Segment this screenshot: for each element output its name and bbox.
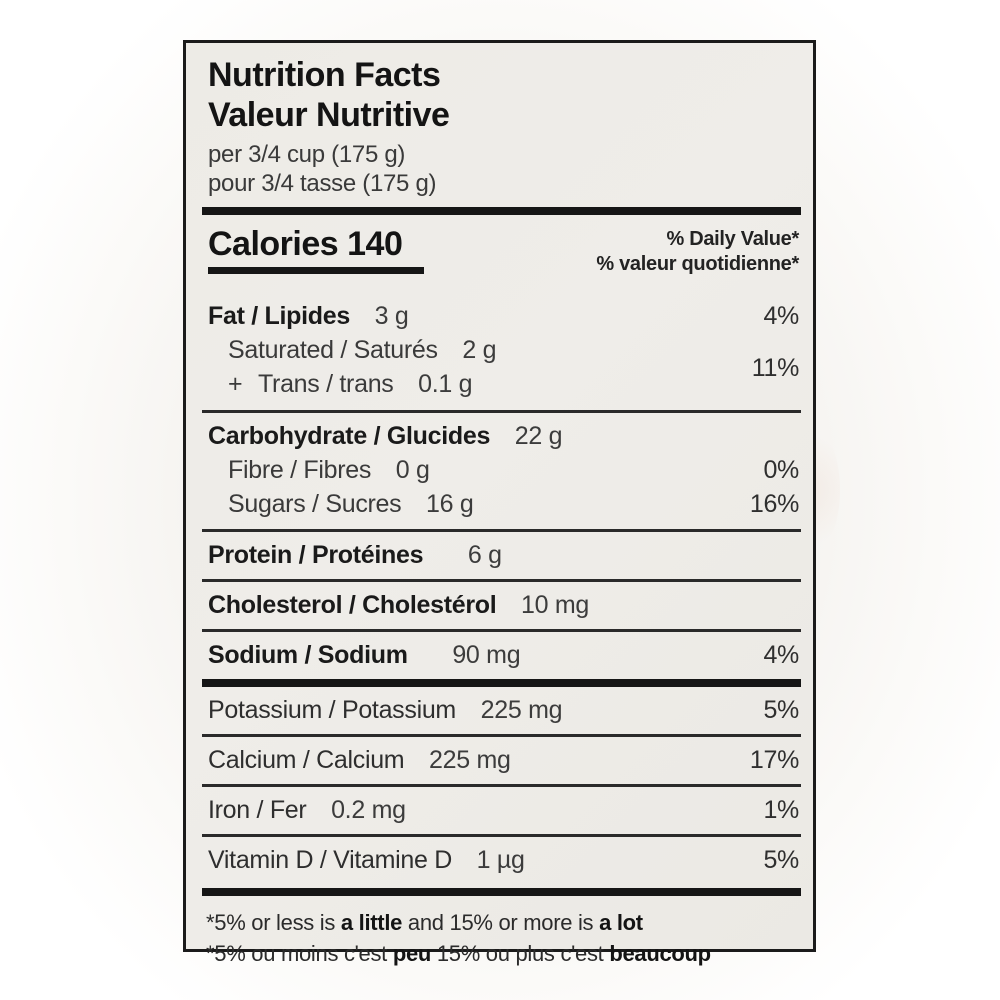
footnote-fr-part: *5% ou moins c'est — [206, 941, 393, 966]
sodium-row: Sodium / Sodium 90 mg 4% — [186, 632, 813, 679]
saturated-fat-name: Saturated / Saturés — [228, 336, 438, 364]
iron-amount: 0.2 mg — [331, 796, 406, 824]
sugars-amount: 16 g — [426, 490, 474, 518]
serving-size-french: pour 3/4 tasse (175 g) — [208, 170, 437, 197]
sugars-daily-value: 16% — [749, 490, 799, 518]
fat-daily-value: 4% — [763, 302, 799, 330]
calories-number: 140 — [347, 225, 403, 263]
title-french: Valeur Nutritive — [208, 96, 450, 134]
label-header: Nutrition Facts Valeur Nutritive per 3/4… — [186, 43, 813, 198]
fat-name: Fat / Lipides — [208, 302, 350, 330]
fat-row: Fat / Lipides 3 g — [208, 299, 799, 333]
vitamin-d-amount: 1 µg — [476, 846, 525, 874]
footnote-french: *5% ou moins c'est peu 15% ou plus c'est… — [206, 938, 799, 969]
cholesterol-name: Cholesterol / Cholestérol — [208, 591, 497, 619]
footnote-en-bold: a lot — [599, 910, 643, 935]
vitamin-d-row: Vitamin D / Vitamine D 1 µg 5% — [186, 837, 813, 884]
iron-name: Iron / Fer — [208, 796, 307, 824]
carbohydrate-amount: 22 g — [514, 422, 563, 450]
footnote-fr-part: 15% ou plus c'est — [431, 941, 610, 966]
iron-daily-value: 1% — [763, 796, 799, 824]
saturated-fat-amount: 2 g — [462, 336, 497, 364]
divider — [202, 784, 801, 787]
calcium-row: Calcium / Calcium 225 mg 17% — [186, 737, 813, 784]
fibre-name: Fibre / Fibres — [228, 456, 372, 484]
cholesterol-row: Cholesterol / Cholestérol 10 mg — [186, 582, 813, 629]
sodium-name: Sodium / Sodium — [208, 641, 408, 669]
daily-value-header-french: % valeur quotidienne* — [596, 253, 799, 275]
vitamin-d-daily-value: 5% — [763, 846, 799, 874]
footnote-fr-bold: peu — [392, 941, 432, 966]
sugars-name: Sugars / Sucres — [228, 490, 402, 518]
calcium-amount: 225 mg — [429, 746, 511, 774]
nutrition-facts-label: Nutrition Facts Valeur Nutritive per 3/4… — [183, 40, 816, 966]
footnote-en-part: and 15% or more is — [402, 910, 600, 935]
footnote-en-bold: a little — [340, 910, 403, 935]
footnote-en-part: *5% or less is — [206, 910, 341, 935]
sodium-daily-value: 4% — [763, 641, 799, 669]
divider — [202, 529, 801, 532]
saturated-trans-daily-value: 11% — [751, 354, 800, 382]
fibre-row: Fibre / Fibres 0 g 0% — [208, 453, 799, 487]
serving-size-english: per 3/4 cup (175 g) — [208, 141, 406, 168]
divider — [202, 410, 801, 413]
carbohydrate-row: Carbohydrate / Glucides 22 g — [208, 419, 799, 453]
saturated-fat-row: Saturated / Saturés 2 g — [208, 333, 799, 367]
potassium-daily-value: 5% — [763, 696, 799, 724]
thick-divider — [202, 207, 801, 215]
iron-row: Iron / Fer 0.2 mg 1% — [186, 787, 813, 834]
calories-word: Calories — [208, 225, 339, 263]
footnote: *5% or less is a little and 15% or more … — [186, 896, 813, 969]
protein-amount: 6 g — [467, 541, 502, 569]
divider — [202, 734, 801, 737]
carbohydrate-name: Carbohydrate / Glucides — [208, 422, 491, 450]
daily-value-header-english: % Daily Value* — [666, 228, 799, 250]
trans-fat-name: Trans / trans — [258, 370, 394, 398]
protein-row: Protein / Protéines 6 g — [186, 532, 813, 579]
title-english: Nutrition Facts — [208, 56, 441, 94]
vitamin-d-name: Vitamin D / Vitamine D — [208, 846, 452, 874]
divider — [202, 579, 801, 582]
fibre-daily-value: 0% — [763, 456, 799, 484]
carbohydrate-section: Carbohydrate / Glucides 22 g Fibre / Fib… — [186, 413, 813, 529]
fat-amount: 3 g — [374, 302, 409, 330]
footnote-english: *5% or less is a little and 15% or more … — [206, 907, 799, 938]
calcium-name: Calcium / Calcium — [208, 746, 405, 774]
trans-fat-row: + Trans / trans 0.1 g — [208, 367, 799, 401]
fat-section: Fat / Lipides 3 g Saturated / Saturés 2 … — [186, 293, 813, 410]
protein-name: Protein / Protéines — [208, 541, 424, 569]
potassium-amount: 225 mg — [480, 696, 563, 724]
calcium-daily-value: 17% — [749, 746, 799, 774]
daily-value-header: % Daily Value* % valeur quotidienne* — [596, 225, 799, 277]
sugars-row: Sugars / Sucres 16 g 16% — [208, 487, 799, 521]
thick-divider — [202, 679, 801, 687]
calories-section: Calories 140 % Daily Value* % valeur quo… — [186, 215, 813, 293]
trans-plus-sign: + — [228, 370, 243, 398]
potassium-name: Potassium / Potassium — [208, 696, 456, 724]
fibre-amount: 0 g — [395, 456, 430, 484]
cholesterol-amount: 10 mg — [521, 591, 590, 619]
calories-value: Calories 140 — [208, 225, 425, 274]
sodium-amount: 90 mg — [452, 641, 521, 669]
thick-divider — [202, 888, 801, 896]
potassium-row: Potassium / Potassium 225 mg 5% — [186, 687, 813, 734]
divider — [202, 834, 801, 837]
footnote-fr-bold: beaucoup — [609, 941, 711, 966]
divider — [202, 629, 801, 632]
trans-fat-amount: 0.1 g — [418, 370, 473, 398]
